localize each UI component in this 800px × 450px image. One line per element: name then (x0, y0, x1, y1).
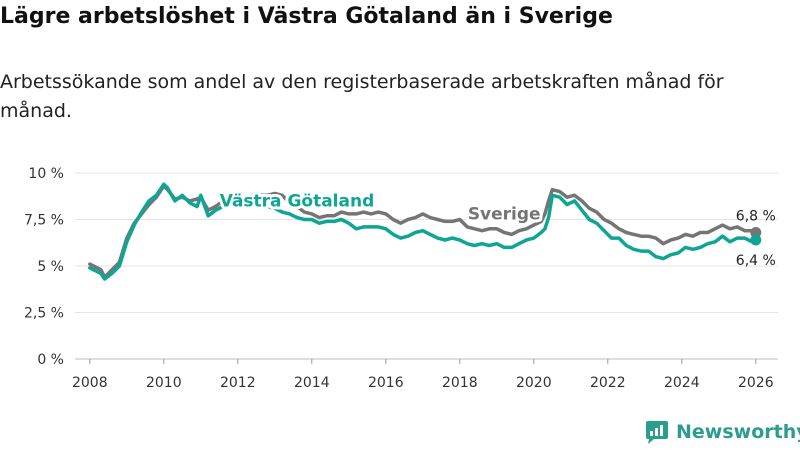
chart-title: Lägre arbetslöshet i Västra Götaland än … (0, 4, 613, 29)
x-tick-label: 2014 (294, 375, 330, 391)
x-tick-label: 2012 (220, 375, 256, 391)
y-tick-label: 7,5 % (24, 213, 64, 229)
x-tick-label: 2024 (664, 375, 700, 391)
end-value-label: 6,4 % (736, 253, 776, 269)
series-label: Sverige (468, 205, 541, 225)
y-tick-label: 0 % (37, 352, 64, 368)
y-tick-label: 2,5 % (24, 306, 64, 322)
x-tick-label: 2010 (146, 375, 182, 391)
series-lines (88, 182, 762, 281)
end-value-label: 6,8 % (736, 209, 776, 225)
newsworthy-wordmark: Newsworthy (676, 421, 800, 443)
line-chart: 0 % 2,5 % 5 % 7,5 % 10 % 2008 2010 2012 2014 201… (24, 166, 778, 391)
x-tick-label: 2022 (590, 375, 626, 391)
series-label: Västra Götaland (220, 191, 375, 211)
chart-subtitle: Arbetssökande som andel av den registerb… (0, 71, 724, 122)
y-tick-label: 5 % (37, 259, 64, 275)
annotations: 6,8 % 6,4 % Västra Götaland Sverige (217, 188, 776, 269)
y-axis: 0 % 2,5 % 5 % 7,5 % 10 % (24, 166, 64, 368)
x-tick-label: 2018 (442, 375, 478, 391)
gridlines (75, 172, 778, 360)
x-axis: 2008 2010 2012 2014 2016 2018 2020 2022 2024 2026 (72, 359, 774, 391)
series-line-vastra-gotaland (88, 182, 758, 281)
newsworthy-icon (646, 421, 668, 444)
x-tick-label: 2026 (738, 375, 774, 391)
y-tick-label: 10 % (28, 166, 64, 182)
end-point-marker (750, 234, 762, 246)
x-tick-label: 2020 (516, 375, 552, 391)
x-tick-label: 2016 (368, 375, 404, 391)
newsworthy-logo[interactable]: Newsworthy (644, 418, 800, 446)
x-tick-label: 2008 (72, 375, 108, 391)
